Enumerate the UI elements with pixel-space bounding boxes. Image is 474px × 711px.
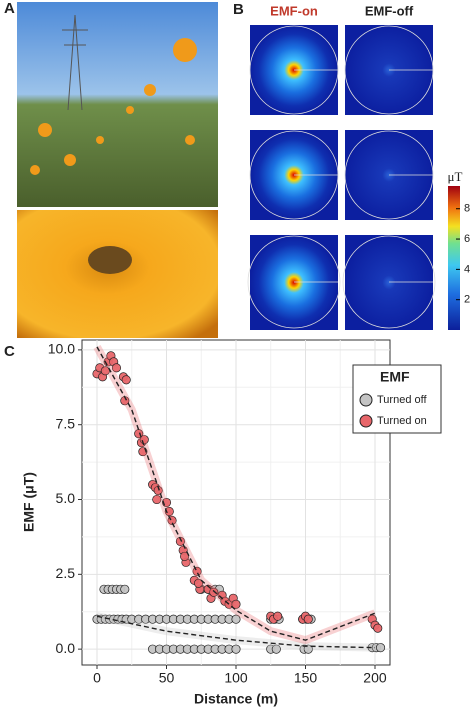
x-tick-label: 150 — [294, 670, 318, 686]
point — [121, 375, 131, 385]
legend-label: Turned on — [377, 415, 427, 427]
y-tick-label: 7.5 — [56, 415, 76, 431]
y-tick-label: 10.0 — [48, 341, 75, 357]
point — [152, 494, 162, 505]
colorbar-tick-label: 6 — [464, 233, 470, 245]
flowers — [30, 38, 197, 175]
pylon — [62, 14, 88, 111]
y-axis-label: EMF (μT) — [21, 472, 37, 532]
point — [180, 551, 190, 561]
y-tick-label: 5.0 — [56, 490, 76, 506]
panel-label: C — [4, 343, 15, 360]
panel-b: B EMF-on EMF-off μT 2 4 6 8 — [233, 1, 470, 330]
x-tick-label: 200 — [363, 670, 387, 686]
column-label: EMF-on — [270, 3, 318, 18]
colorbar-tick-label: 2 — [464, 294, 470, 306]
point — [209, 587, 219, 597]
point — [120, 584, 130, 594]
x-tick-label: 50 — [159, 670, 175, 686]
point — [373, 623, 383, 633]
legend-title: EMF — [380, 369, 410, 385]
point — [303, 644, 313, 654]
panel-a: A — [4, 0, 218, 338]
x-tick-label: 100 — [224, 670, 248, 686]
photo-poppies — [17, 2, 218, 207]
point — [231, 614, 241, 624]
point — [231, 644, 241, 654]
point — [303, 614, 313, 624]
fit-line — [96, 615, 376, 649]
y-tick-label: 0.0 — [56, 640, 76, 656]
colorbar-tick-label: 4 — [464, 263, 470, 275]
colorbar — [448, 186, 460, 330]
colorbar-tick-label: 8 — [464, 203, 470, 215]
point — [175, 536, 185, 546]
panel-c: C 0 50 100 150 200 0.0 2.5 5.0 7.5 10.0 Distance … — [4, 339, 442, 707]
colorbar-label: μT — [448, 169, 463, 184]
legend-swatch — [359, 414, 373, 428]
y-tick-label: 2.5 — [56, 565, 76, 581]
point — [273, 611, 283, 621]
photo-bee — [17, 210, 218, 338]
legend-swatch — [359, 393, 373, 407]
legend-label: Turned off — [377, 394, 427, 406]
point — [111, 363, 122, 373]
x-tick-label: 0 — [93, 670, 101, 686]
panel-label: A — [4, 0, 15, 17]
fit-line — [96, 346, 376, 641]
x-axis-label: Distance (m) — [194, 691, 278, 707]
point — [271, 644, 281, 654]
heatmaps — [247, 25, 436, 330]
panel-label: B — [233, 1, 244, 18]
point — [375, 643, 386, 653]
point — [231, 599, 241, 609]
point — [193, 578, 204, 588]
column-label: EMF-off — [365, 3, 414, 18]
bee — [88, 246, 132, 274]
